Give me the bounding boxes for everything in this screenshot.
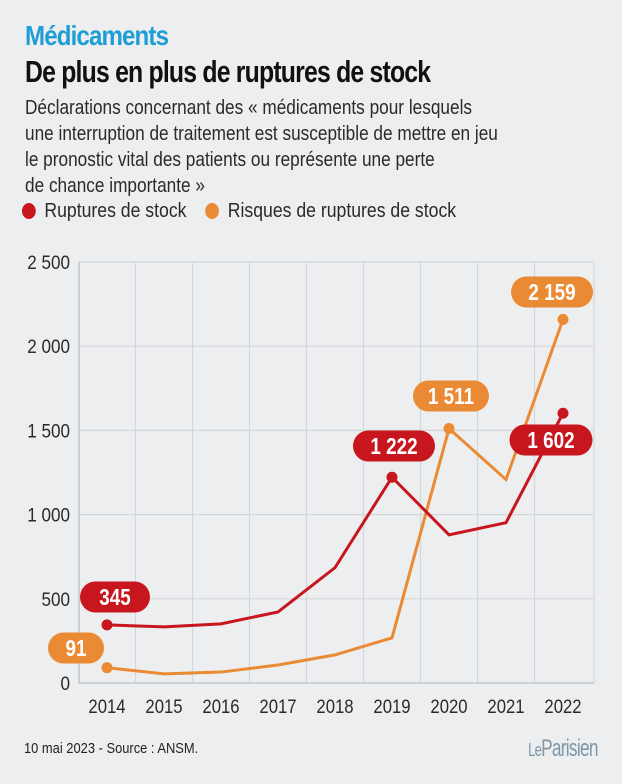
legend-label-risques: Risques de ruptures de stock (227, 199, 457, 222)
series-line-ruptures (106, 412, 565, 629)
y-tick-label: 2 000 (27, 336, 70, 357)
legend-dot-ruptures (22, 203, 36, 219)
x-tick-label: 2019 (373, 696, 410, 717)
subtitle-line: le pronostic vital des patients ou repré… (25, 148, 435, 171)
legend-item-risques: Risques de ruptures de stock (205, 199, 456, 223)
x-tick-label: 2018 (316, 696, 353, 717)
data-label-ruptures: 1 222 (370, 434, 417, 459)
logo-name: Parisien (541, 735, 598, 762)
data-label-ruptures: 345 (99, 585, 131, 610)
x-tick-label: 2021 (487, 696, 524, 717)
data-label-risques: 2 159 (528, 280, 575, 305)
x-tick-label: 2014 (88, 696, 125, 717)
x-tick-label: 2020 (430, 696, 467, 717)
subtitle-line: Déclarations concernant des « médicament… (25, 96, 473, 119)
y-tick-label: 2 500 (27, 252, 70, 273)
line-chart: 0 500 1 000 1 500 2 000 2 500 2014 2015 2016 2017… (27, 252, 595, 717)
data-label-ruptures: 1 602 (527, 428, 574, 453)
legend-item-ruptures: Ruptures de stock (22, 199, 186, 223)
le-parisien-logo: LeParisien (528, 735, 598, 763)
y-tick-label: 1 000 (27, 505, 70, 526)
kicker: Médicaments (25, 20, 169, 51)
data-label-pill-ruptures (353, 430, 435, 462)
y-tick-label: 500 (41, 589, 70, 610)
data-point-ruptures (101, 619, 113, 631)
legend-dot-risques (205, 203, 220, 219)
data-label-risques: 91 (66, 636, 87, 661)
data-label-pill-ruptures (509, 424, 593, 456)
logo-le: Le (528, 740, 542, 760)
chart-title: De plus en plus de ruptures de stock (25, 54, 431, 89)
source-note: 10 mai 2023 - Source : ANSM. (24, 740, 199, 757)
data-label-pill-risques (413, 380, 489, 412)
data-label-pill-risques (48, 632, 104, 664)
data-label-risques: 1 511 (428, 384, 474, 409)
data-point-risques (443, 423, 455, 435)
x-tick-label: 2015 (145, 696, 182, 717)
y-tick-label: 0 (60, 673, 70, 694)
data-point-ruptures (386, 471, 398, 483)
y-tick-label: 1 500 (27, 421, 70, 442)
subtitle: Déclarations concernant des « médicament… (25, 95, 613, 199)
legend: Ruptures de stock Risques de ruptures de… (22, 199, 475, 223)
subtitle-line: une interruption de traitement est susce… (25, 122, 498, 145)
subtitle-line: de chance importante » (25, 174, 205, 197)
x-tick-label: 2016 (202, 696, 239, 717)
x-tick-label: 2017 (259, 696, 296, 717)
data-point-ruptures (557, 407, 569, 419)
legend-label-ruptures: Ruptures de stock (44, 199, 187, 222)
data-label-pill-risques (511, 276, 593, 308)
data-label-pill-ruptures (80, 581, 150, 613)
data-point-risques (557, 313, 569, 325)
data-point-risques (101, 662, 113, 674)
series-line-risques (106, 318, 565, 676)
x-tick-label: 2022 (544, 696, 581, 717)
